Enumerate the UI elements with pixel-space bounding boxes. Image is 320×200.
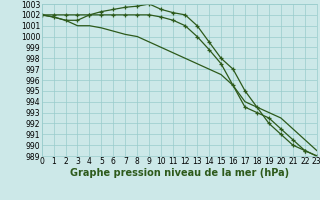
X-axis label: Graphe pression niveau de la mer (hPa): Graphe pression niveau de la mer (hPa) — [70, 168, 289, 178]
